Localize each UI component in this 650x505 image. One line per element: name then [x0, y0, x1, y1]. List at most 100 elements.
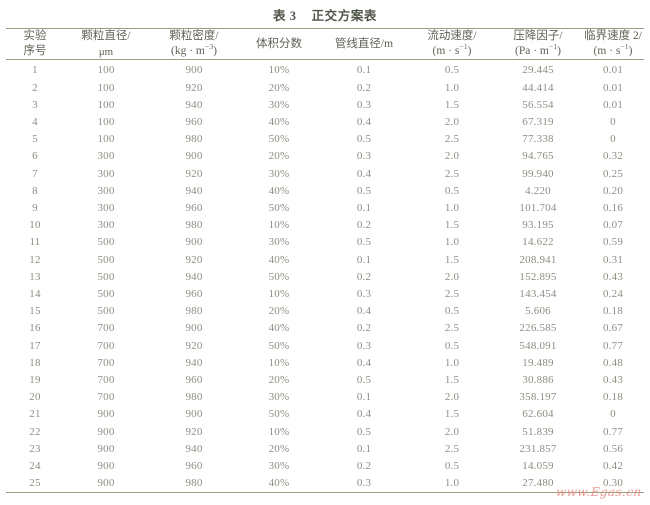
table-cell: 1.5 [444, 219, 460, 232]
table-cell: 500 [97, 253, 115, 266]
table-cell: 0.4 [356, 305, 372, 318]
header-line-1: 流动速度/ [427, 30, 477, 42]
table-top-rule [6, 28, 644, 29]
table-cell: 2.5 [444, 322, 460, 335]
table-cell: 0.4 [356, 408, 372, 421]
table-bottom-rule [6, 492, 644, 494]
table-cell: 940 [185, 270, 203, 283]
table-cell: 0.31 [602, 253, 624, 266]
table-cell: 0.59 [602, 236, 624, 249]
table-cell: 0.3 [356, 150, 372, 163]
header-line-2: (m · s−1) [432, 42, 472, 58]
table-cell: 0.5 [356, 184, 372, 197]
table-cell: 0.5 [444, 305, 460, 318]
table-cell: 0.5 [444, 460, 460, 473]
column-header-critical-velocity-2: 临界速度 2/ (m · s−1) [582, 29, 644, 59]
table-cell: 0.1 [356, 253, 372, 266]
row-index-cell: 17 [29, 339, 41, 352]
table-cell: 500 [97, 287, 115, 300]
table-cell: 30% [268, 391, 290, 404]
table-cell: 5.606 [525, 305, 551, 318]
table-row: 17 700 920 50% 0.3 0.5 548.091 0.77 [6, 338, 644, 355]
table-cell: 2.5 [444, 442, 460, 455]
table-cell: 980 [185, 219, 203, 232]
table-cell: 143.454 [519, 287, 557, 300]
row-index-cell: 16 [29, 322, 41, 335]
table-row: 14 500 960 10% 0.3 2.5 143.454 0.24 [6, 286, 644, 303]
header-line-2: 序号 [23, 45, 47, 58]
table-row: 25 900 980 40% 0.3 1.0 27.480 0.30 [6, 475, 644, 492]
table-body: 1 100 900 10% 0.1 0.5 29.445 0.01 2 100 920 20% 0.2 1… [6, 60, 644, 492]
table-cell: 300 [97, 201, 115, 214]
table-cell: 0.4 [356, 356, 372, 369]
table-cell: 0.1 [356, 201, 372, 214]
table-header-rule [6, 59, 644, 61]
table-cell: 1.5 [444, 408, 460, 421]
table-cell: 0.5 [356, 425, 372, 438]
table-cell: 0.67 [602, 322, 624, 335]
table-cell: 1.5 [444, 374, 460, 386]
table-cell: 920 [185, 167, 203, 180]
table-cell: 0.4 [356, 115, 372, 128]
header-line-2: (Pa · m−1) [514, 42, 561, 58]
table-cell: 19.489 [522, 356, 554, 369]
table-cell: 500 [97, 236, 115, 249]
table-cell: 700 [97, 339, 115, 352]
table-cell: 0.1 [356, 442, 372, 455]
table-cell: 0.07 [602, 219, 624, 232]
table-cell: 980 [185, 133, 203, 146]
table-cell: 0.1 [356, 64, 372, 77]
orthogonal-scheme-table: 实验 序号 颗粒直径/ μm 颗粒密度/ (kg · m−3) 体积分数 管线直… [6, 29, 644, 59]
table-cell: 1.0 [444, 236, 460, 249]
table-cell: 300 [97, 150, 115, 163]
table-cell: 0.18 [602, 391, 624, 404]
column-header-particle-diameter: 颗粒直径/ μm [64, 29, 148, 59]
table-cell: 900 [97, 442, 115, 455]
row-index-cell: 18 [29, 356, 41, 369]
table-cell: 900 [185, 236, 203, 249]
table-row: 13 500 940 50% 0.2 2.0 152.895 0.43 [6, 269, 644, 286]
table-cell: 4.220 [525, 184, 551, 197]
table-cell: 0.42 [602, 460, 624, 473]
table-cell: 0.5 [444, 339, 460, 352]
table-cell: 980 [185, 305, 203, 318]
row-index-cell: 11 [29, 236, 41, 249]
header-line-2: (m · s−1) [593, 42, 633, 58]
table-cell: 0.01 [602, 81, 624, 94]
table-cell: 0.43 [602, 270, 624, 283]
table-cell: 56.554 [522, 98, 554, 111]
table-cell: 960 [185, 287, 203, 300]
table-row: 7 300 920 30% 0.4 2.5 99.940 0.25 [6, 166, 644, 183]
table-cell: 1.5 [444, 253, 460, 266]
table-row: 10 300 980 10% 0.2 1.5 93.195 0.07 [6, 217, 644, 234]
table-cell: 0.2 [356, 81, 372, 94]
table-row: 1 100 900 10% 0.1 0.5 29.445 0.01 [6, 60, 644, 79]
table-cell: 14.059 [522, 460, 554, 473]
table-cell: 0.18 [602, 305, 624, 318]
table-cell: 29.445 [522, 64, 554, 77]
table-cell: 0.3 [356, 98, 372, 111]
table-cell: 0.16 [602, 201, 624, 214]
table-cell: 0.5 [356, 236, 372, 249]
table-cell: 152.895 [519, 270, 557, 283]
row-index-cell: 12 [29, 253, 41, 266]
row-index-cell: 5 [32, 133, 38, 146]
table-cell: 10% [268, 219, 290, 232]
table-cell: 20% [268, 442, 290, 455]
table-cell: 50% [268, 201, 290, 214]
row-index-cell: 10 [29, 219, 41, 232]
table-cell: 300 [97, 184, 115, 197]
table-cell: 40% [268, 322, 290, 335]
table-cell: 0.3 [356, 339, 372, 352]
table-cell: 960 [185, 374, 203, 386]
table-cell: 40% [268, 184, 290, 197]
table-cell: 44.414 [522, 81, 554, 94]
table-cell: 0.48 [602, 356, 624, 369]
row-index-cell: 21 [29, 408, 41, 421]
table-cell: 900 [97, 408, 115, 421]
column-header-particle-density: 颗粒密度/ (kg · m−3) [148, 29, 240, 59]
row-index-cell: 9 [32, 201, 38, 214]
table-cell: 500 [97, 270, 115, 283]
table-cell: 94.765 [522, 150, 554, 163]
table-cell: 0.2 [356, 270, 372, 283]
